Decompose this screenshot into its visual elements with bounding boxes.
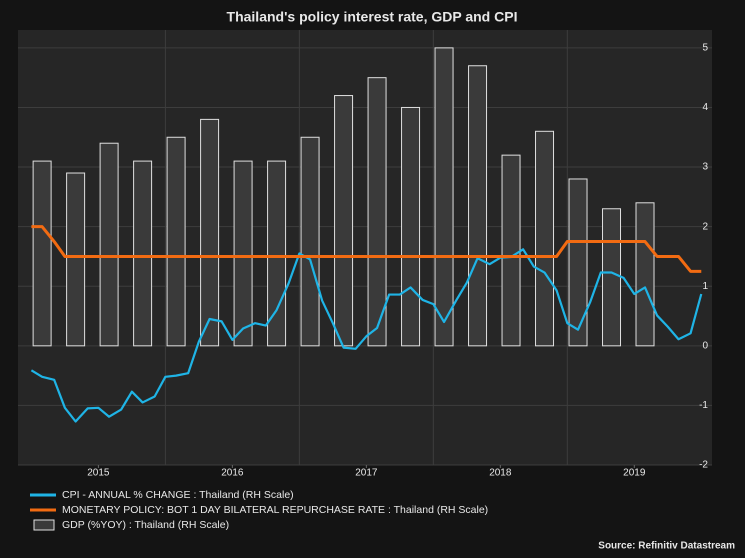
y-tick-label: 2 (702, 221, 708, 232)
gdp-bar (133, 160, 153, 347)
x-tick-label: 2016 (221, 468, 244, 479)
x-tick-label: 2017 (355, 468, 378, 479)
gdp-bar (334, 95, 354, 347)
gdp-bar (568, 178, 588, 347)
x-tick-label: 2015 (87, 468, 110, 479)
legend-swatch (33, 519, 55, 531)
legend-label: CPI - ANNUAL % CHANGE : Thailand (RH Sca… (62, 489, 294, 501)
line-series (30, 248, 703, 423)
gdp-bar (501, 154, 521, 347)
source: Source: Refinitiv Datastream (598, 541, 735, 552)
gdp-bar (99, 142, 119, 347)
gdp-bar (300, 136, 320, 347)
x-tick-label: 2019 (623, 468, 646, 479)
y-tick-label: 4 (702, 102, 708, 113)
legend-label: GDP (%YOY) : Thailand (RH Scale) (62, 519, 229, 531)
gdp-bar (602, 208, 622, 347)
y-tick-label: -1 (699, 400, 708, 411)
gdp-bar (401, 106, 421, 347)
y-tick-label: 1 (702, 281, 708, 292)
chart-title: Thailand's policy interest rate, GDP and… (227, 9, 518, 25)
gdp-bar (434, 47, 454, 347)
gdp-bar (367, 77, 387, 347)
gdp-bar (535, 130, 555, 347)
gdp-bar (66, 172, 86, 347)
y-tick-label: 3 (702, 162, 708, 173)
gdp-bar (200, 118, 220, 347)
gdp-bar (635, 202, 655, 347)
y-tick-label: -2 (699, 460, 708, 471)
legend-label: MONETARY POLICY: BOT 1 DAY BILATERAL REP… (62, 504, 488, 516)
line-series (31, 225, 702, 273)
y-tick-label: 0 (702, 340, 708, 351)
y-tick-label: 5 (702, 43, 708, 54)
gdp-bar (233, 160, 253, 347)
x-tick-label: 2018 (489, 468, 512, 479)
gdp-bar (166, 136, 186, 347)
gdp-bar (468, 65, 488, 347)
gdp-bar (32, 160, 52, 347)
